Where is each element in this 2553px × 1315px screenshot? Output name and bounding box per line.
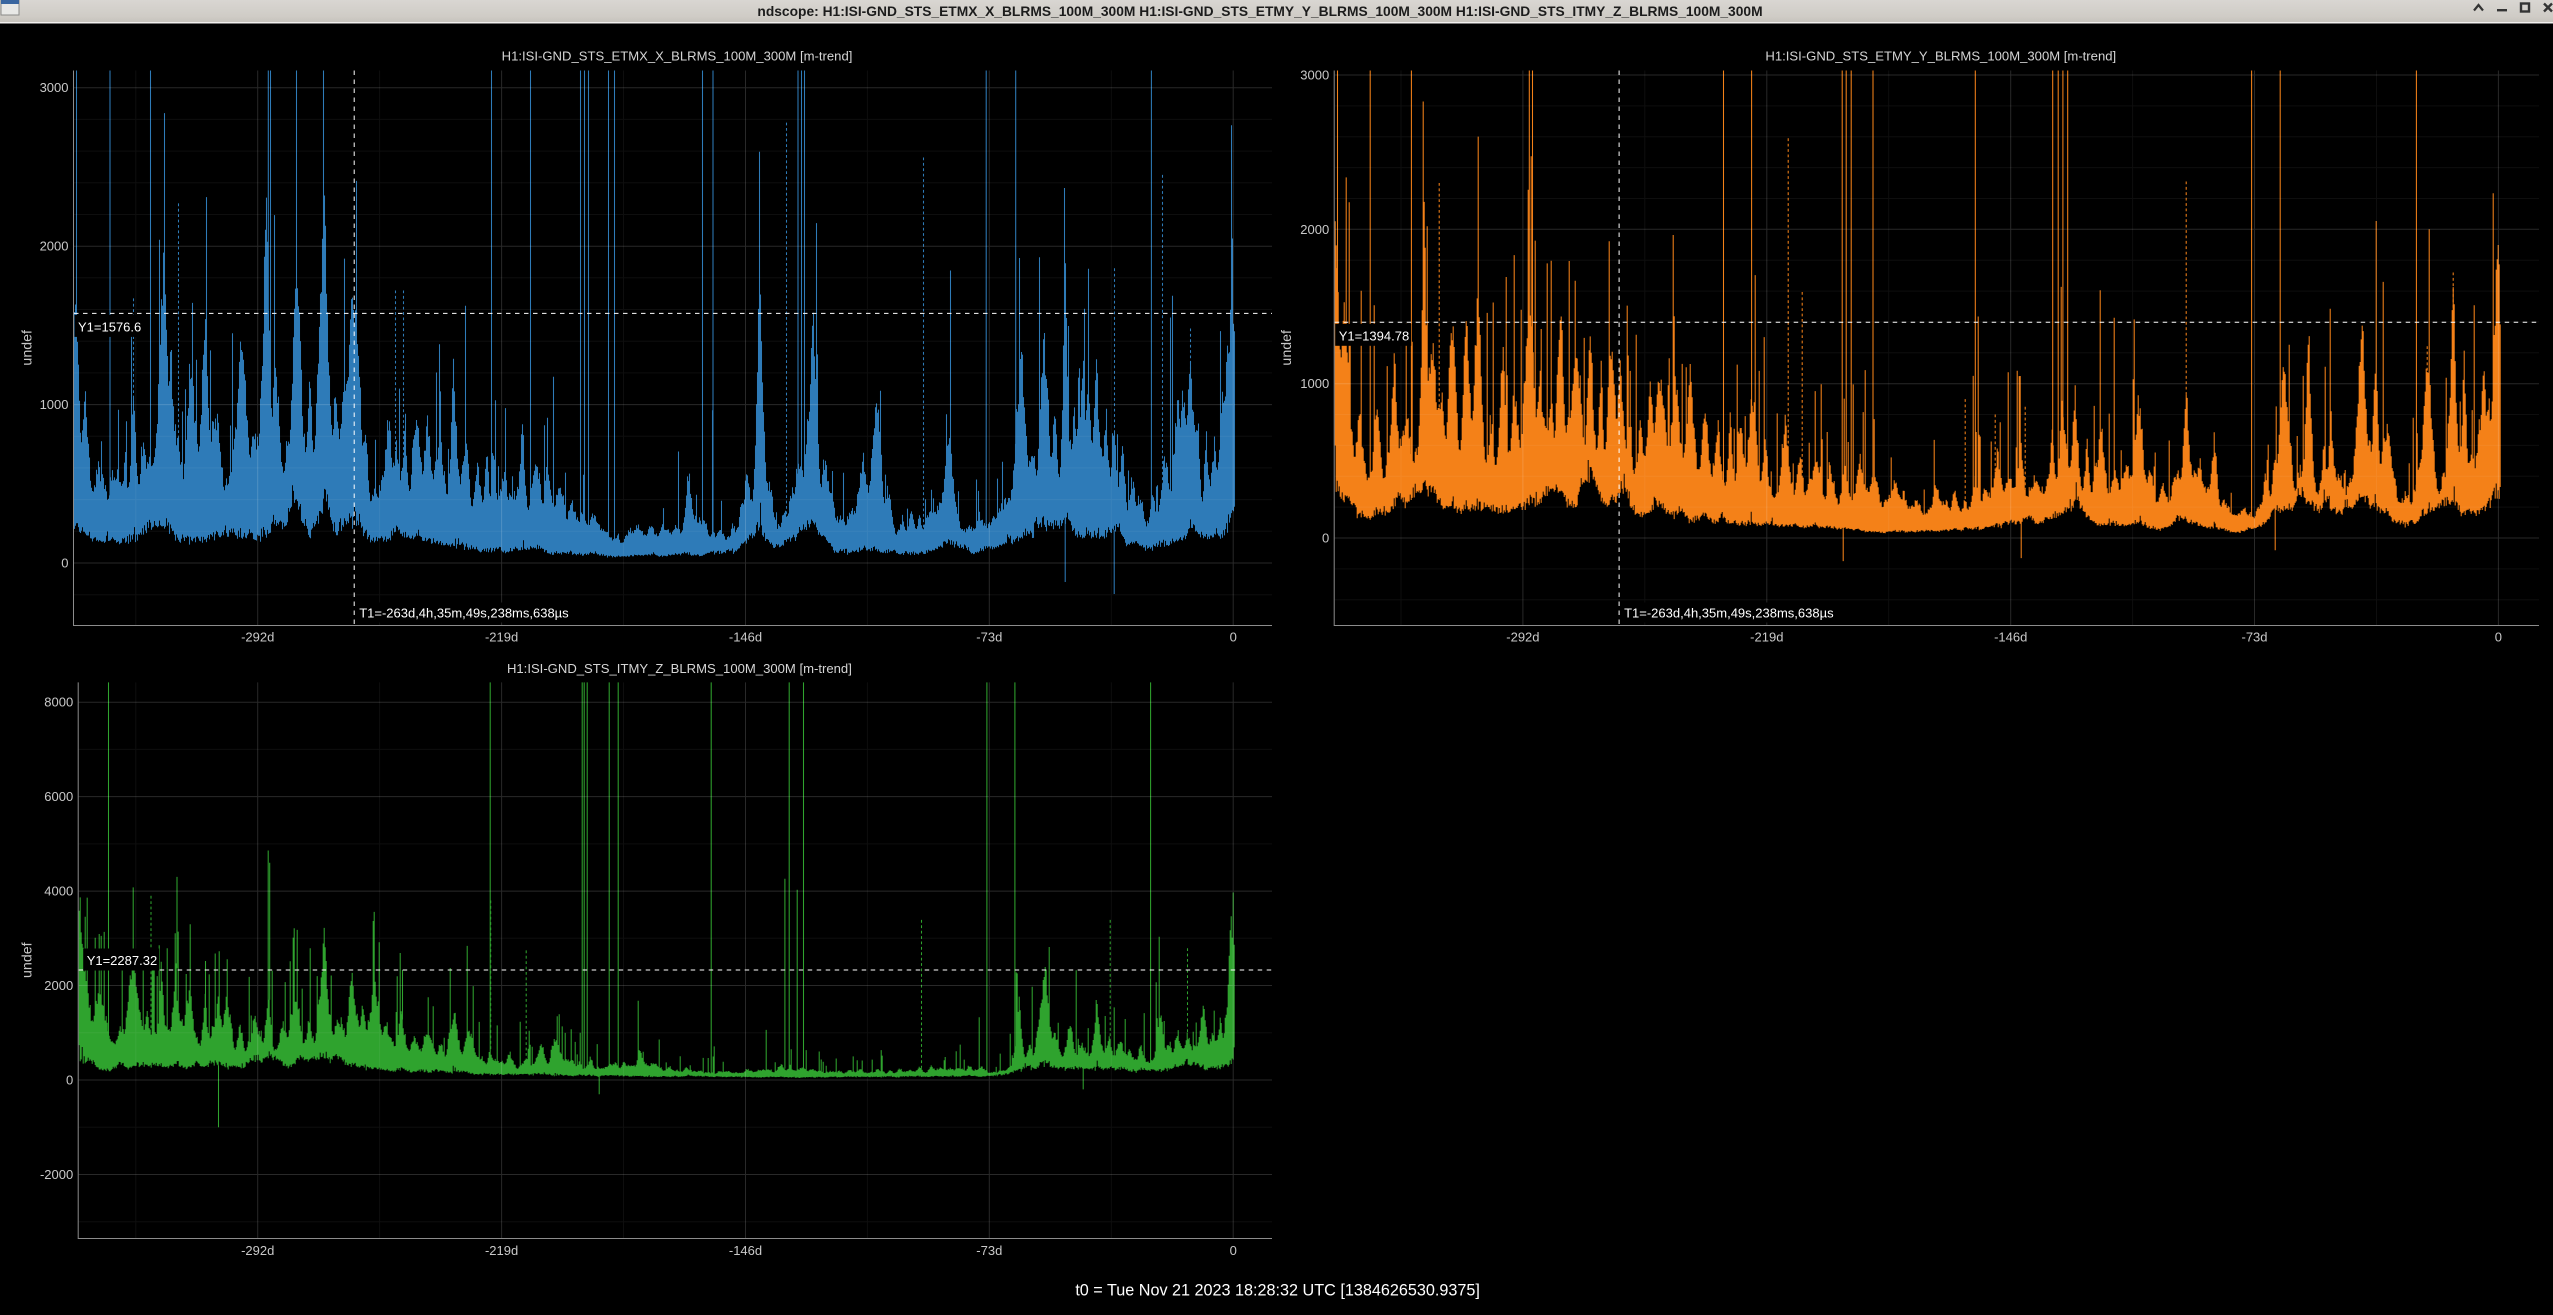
svg-text:Y1=1394.78: Y1=1394.78 — [1339, 328, 1409, 343]
svg-text:0: 0 — [1322, 531, 1329, 546]
svg-text:2000: 2000 — [40, 239, 69, 254]
svg-text:undef: undef — [1279, 330, 1295, 366]
svg-text:-219d: -219d — [1750, 630, 1783, 645]
svg-text:-219d: -219d — [485, 630, 518, 645]
svg-text:0: 0 — [1230, 630, 1237, 645]
svg-text:-146d: -146d — [729, 1243, 762, 1258]
svg-text:1000: 1000 — [40, 397, 69, 412]
svg-text:-219d: -219d — [485, 1243, 518, 1258]
svg-text:-2000: -2000 — [40, 1167, 73, 1182]
svg-text:-146d: -146d — [729, 630, 762, 645]
svg-text:T1=-263d,4h,35m,49s,238ms,638µ: T1=-263d,4h,35m,49s,238ms,638µs — [1624, 606, 1834, 621]
svg-text:0: 0 — [61, 556, 68, 571]
svg-text:undef: undef — [20, 942, 36, 978]
svg-text:8000: 8000 — [44, 695, 73, 710]
svg-text:-73d: -73d — [2241, 630, 2267, 645]
svg-text:3000: 3000 — [1300, 68, 1329, 83]
svg-text:Y1=2287.32: Y1=2287.32 — [87, 953, 157, 968]
svg-text:ndscope: H1:ISI-GND_STS_ETMX_X: ndscope: H1:ISI-GND_STS_ETMX_X_BLRMS_100… — [757, 4, 1762, 19]
svg-text:0: 0 — [66, 1073, 73, 1088]
svg-text:-292d: -292d — [1506, 630, 1539, 645]
svg-text:t0 = Tue Nov 21 2023 18:28:32: t0 = Tue Nov 21 2023 18:28:32 UTC [13846… — [1075, 1282, 1480, 1300]
svg-text:H1:ISI-GND_STS_ITMY_Z_BLRMS_10: H1:ISI-GND_STS_ITMY_Z_BLRMS_100M_300M [m… — [507, 661, 852, 676]
svg-text:-146d: -146d — [1994, 630, 2027, 645]
svg-text:6000: 6000 — [44, 789, 73, 804]
svg-text:-73d: -73d — [976, 630, 1002, 645]
svg-text:-73d: -73d — [976, 1243, 1002, 1258]
svg-text:-292d: -292d — [241, 630, 274, 645]
svg-text:-292d: -292d — [241, 1243, 274, 1258]
svg-text:4000: 4000 — [44, 884, 73, 899]
svg-text:2000: 2000 — [1300, 222, 1329, 237]
svg-text:H1:ISI-GND_STS_ETMX_X_BLRMS_10: H1:ISI-GND_STS_ETMX_X_BLRMS_100M_300M [m… — [502, 49, 853, 64]
svg-text:0: 0 — [2495, 630, 2502, 645]
svg-text:undef: undef — [20, 330, 36, 366]
svg-text:T1=-263d,4h,35m,49s,238ms,638µ: T1=-263d,4h,35m,49s,238ms,638µs — [359, 606, 569, 621]
svg-text:1000: 1000 — [1300, 376, 1329, 391]
svg-text:0: 0 — [1230, 1243, 1237, 1258]
svg-text:2000: 2000 — [44, 978, 73, 993]
svg-text:3000: 3000 — [40, 80, 69, 95]
svg-text:Y1=1576.6: Y1=1576.6 — [78, 319, 141, 334]
svg-text:H1:ISI-GND_STS_ETMY_Y_BLRMS_10: H1:ISI-GND_STS_ETMY_Y_BLRMS_100M_300M [m… — [1765, 49, 2116, 64]
